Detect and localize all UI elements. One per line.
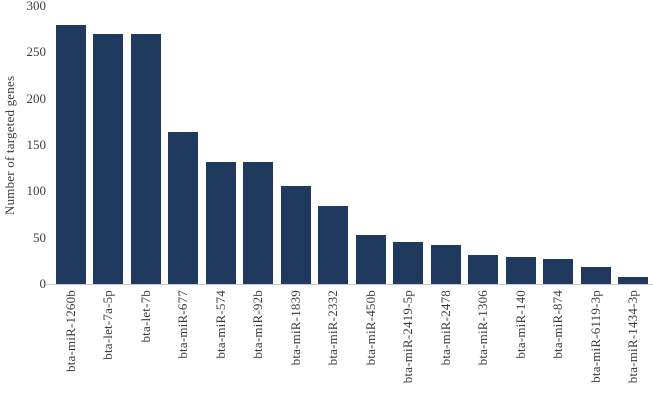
x-label-cell: bta-miR-6119-3p — [577, 290, 615, 400]
x-label-bta-miR-450b: bta-miR-450b — [362, 290, 378, 366]
x-label-cell: bta-let-7b — [127, 290, 165, 400]
x-label-bta-miR-2419-5p: bta-miR-2419-5p — [400, 290, 416, 384]
y-tick-label-0: 0 — [39, 276, 47, 291]
x-label-cell: bta-miR-1839 — [277, 290, 315, 400]
bar-bta-miR-2478 — [430, 245, 461, 284]
bar-bta-miR-6119-3p — [580, 267, 611, 284]
bar-cell — [277, 6, 315, 284]
bar-bta-miR-2419-5p — [393, 242, 424, 284]
x-label-bta-miR-92b: bta-miR-92b — [250, 290, 266, 359]
bar-cell — [502, 6, 540, 284]
x-label-cell: bta-miR-677 — [165, 290, 203, 400]
x-label-cell: bta-miR-874 — [540, 290, 578, 400]
bar-bta-miR-450b — [355, 234, 386, 284]
bar-cell — [540, 6, 578, 284]
bar-cell — [315, 6, 353, 284]
plot-area — [46, 6, 653, 285]
x-label-bta-let-7a-5p: bta-let-7a-5p — [100, 290, 116, 360]
bar-bta-miR-1434-3p — [618, 276, 649, 284]
x-label-cell: bta-miR-450b — [352, 290, 390, 400]
bar-bta-miR-2332 — [318, 206, 349, 284]
x-label-bta-miR-1434-3p: bta-miR-1434-3p — [625, 290, 641, 384]
bar-bta-miR-1306 — [468, 255, 499, 284]
x-label-bta-miR-2332: bta-miR-2332 — [325, 290, 341, 366]
y-tick-label-300: 300 — [26, 0, 47, 13]
bar-cell — [390, 6, 428, 284]
x-label-bta-miR-1839: bta-miR-1839 — [287, 290, 303, 366]
x-axis-category-labels: bta-miR-1260b bta-let-7a-5p bta-let-7b bta-… — [52, 290, 652, 400]
bar-bta-let-7b — [130, 33, 161, 284]
bar-bta-miR-140 — [505, 257, 536, 284]
bar-bta-miR-677 — [168, 132, 199, 284]
y-axis-tick-labels: 0 50 100 150 200 250 300 — [0, 0, 47, 400]
x-label-bta-miR-140: bta-miR-140 — [512, 290, 528, 359]
y-tick-label-150: 150 — [26, 137, 47, 152]
bar-bta-miR-574 — [205, 161, 236, 284]
bar-cell — [90, 6, 128, 284]
bar-bta-miR-92b — [243, 161, 274, 284]
y-tick-label-250: 250 — [26, 44, 47, 60]
bar-cell — [52, 6, 90, 284]
bar-bta-miR-874 — [543, 258, 574, 284]
x-label-cell: bta-miR-2419-5p — [390, 290, 428, 400]
x-label-bta-miR-6119-3p: bta-miR-6119-3p — [587, 290, 603, 383]
x-label-bta-miR-677: bta-miR-677 — [175, 290, 191, 359]
x-label-bta-let-7b: bta-let-7b — [137, 290, 153, 343]
x-label-cell: bta-miR-1260b — [52, 290, 90, 400]
x-label-cell: bta-miR-1306 — [465, 290, 503, 400]
bar-cell — [127, 6, 165, 284]
x-label-cell: bta-miR-92b — [240, 290, 278, 400]
bar-cell — [240, 6, 278, 284]
x-label-bta-miR-874: bta-miR-874 — [550, 290, 566, 359]
bar-cell — [352, 6, 390, 284]
bar-bta-let-7a-5p — [93, 33, 124, 284]
x-label-bta-miR-1306: bta-miR-1306 — [475, 290, 491, 366]
bar-cell — [165, 6, 203, 284]
bar-cell — [615, 6, 653, 284]
x-label-bta-miR-2478: bta-miR-2478 — [437, 290, 453, 366]
bar-cell — [465, 6, 503, 284]
x-label-bta-miR-574: bta-miR-574 — [212, 290, 228, 359]
x-label-cell: bta-miR-1434-3p — [615, 290, 653, 400]
y-tick-label-100: 100 — [26, 183, 47, 199]
y-tick-label-50: 50 — [33, 229, 46, 245]
x-label-cell: bta-miR-2332 — [315, 290, 353, 400]
bar-bta-miR-1260b — [55, 24, 86, 284]
x-label-cell: bta-miR-2478 — [427, 290, 465, 400]
x-label-cell: bta-miR-574 — [202, 290, 240, 400]
x-label-bta-miR-1260b: bta-miR-1260b — [62, 290, 78, 373]
x-label-cell: bta-miR-140 — [502, 290, 540, 400]
bar-cell — [427, 6, 465, 284]
y-tick-label-200: 200 — [26, 90, 47, 106]
bar-bta-miR-1839 — [280, 185, 311, 284]
x-label-cell: bta-let-7a-5p — [90, 290, 128, 400]
bar-cell — [577, 6, 615, 284]
bar-cell — [202, 6, 240, 284]
x-axis-line — [46, 284, 653, 285]
bars-container — [52, 6, 652, 284]
